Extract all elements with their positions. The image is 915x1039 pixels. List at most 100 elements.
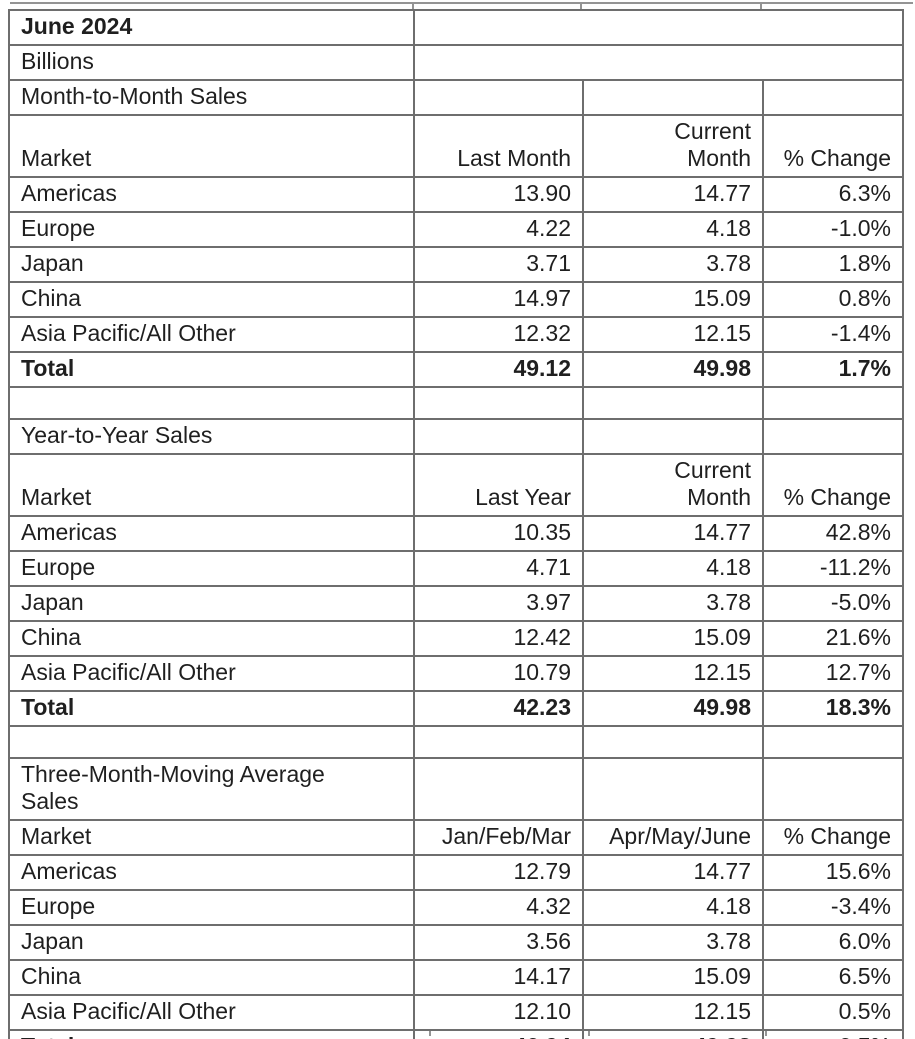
pct-change-cell: 15.6% [762, 854, 904, 891]
total-value-cell: 49.98 [582, 1029, 764, 1039]
value-cell: 4.22 [413, 211, 584, 248]
value-cell: 4.18 [582, 889, 764, 926]
table-row: China 14.17 15.09 6.5% [8, 959, 904, 996]
pct-change-cell: -3.4% [762, 889, 904, 926]
cropped-column-gridline [412, 3, 414, 10]
value-cell: 3.78 [582, 924, 764, 961]
column-header-row: Market Last Month Current Month % Change [8, 114, 904, 178]
total-row: Total 49.12 49.98 1.7% [8, 351, 904, 388]
empty-cell [582, 79, 764, 116]
value-cell: 12.10 [413, 994, 584, 1031]
empty-cell [8, 725, 415, 759]
value-cell: 10.79 [413, 655, 584, 692]
column-header-last-month: Last Month [413, 114, 584, 178]
value-cell: 12.42 [413, 620, 584, 657]
table-row: Japan 3.56 3.78 6.0% [8, 924, 904, 961]
section-title-row: Year-to-Year Sales [8, 418, 904, 455]
value-cell: 4.71 [413, 550, 584, 587]
value-cell: 3.78 [582, 246, 764, 283]
column-header-row: Market Last Year Current Month % Change [8, 453, 904, 517]
section-title-cell: Month-to-Month Sales [8, 79, 415, 116]
value-cell: 10.35 [413, 515, 584, 552]
empty-cell [582, 418, 764, 455]
market-cell: Americas [8, 515, 415, 552]
market-cell: Europe [8, 211, 415, 248]
empty-cell [762, 418, 904, 455]
market-cell: Europe [8, 550, 415, 587]
pct-change-cell: 42.8% [762, 515, 904, 552]
column-header-pct-change: % Change [762, 114, 904, 178]
pct-change-cell: 0.8% [762, 281, 904, 318]
value-cell: 3.97 [413, 585, 584, 622]
market-cell: Japan [8, 924, 415, 961]
table-row: Americas 12.79 14.77 15.6% [8, 854, 904, 891]
cropped-column-gridline [760, 3, 762, 10]
empty-cell [582, 725, 764, 759]
total-pct-change-cell: 1.7% [762, 351, 904, 388]
value-cell: 15.09 [582, 620, 764, 657]
cropped-column-gridline [580, 3, 582, 10]
empty-cell [413, 725, 584, 759]
market-cell: Americas [8, 176, 415, 213]
pct-change-cell: 12.7% [762, 655, 904, 692]
value-cell: 15.09 [582, 959, 764, 996]
report-month-cell: June 2024 [8, 9, 415, 46]
pct-change-cell: -5.0% [762, 585, 904, 622]
empty-cell [413, 44, 904, 81]
table-row: Europe 4.71 4.18 -11.2% [8, 550, 904, 587]
market-cell: Japan [8, 585, 415, 622]
empty-cell [762, 386, 904, 420]
column-header-current-month: Current Month [582, 453, 764, 517]
pct-change-cell: -11.2% [762, 550, 904, 587]
column-header-pct-change: % Change [762, 453, 904, 517]
section-title-row: Three-Month-Moving Average Sales [8, 757, 904, 821]
empty-cell [762, 79, 904, 116]
column-header-jan-feb-mar: Jan/Feb/Mar [413, 819, 584, 856]
total-pct-change-cell: 6.5% [762, 1029, 904, 1039]
empty-cell [413, 418, 584, 455]
pct-change-cell: -1.0% [762, 211, 904, 248]
column-header-last-year: Last Year [413, 453, 584, 517]
total-row: Total 46.94 49.98 6.5% [8, 1029, 904, 1039]
value-cell: 3.56 [413, 924, 584, 961]
value-cell: 12.15 [582, 655, 764, 692]
value-cell: 12.15 [582, 994, 764, 1031]
total-label-cell: Total [8, 1029, 415, 1039]
pct-change-cell: 1.8% [762, 246, 904, 283]
column-header-pct-change: % Change [762, 819, 904, 856]
total-pct-change-cell: 18.3% [762, 690, 904, 727]
value-cell: 14.17 [413, 959, 584, 996]
total-label-cell: Total [8, 690, 415, 727]
market-cell: Asia Pacific/All Other [8, 994, 415, 1031]
value-cell: 4.32 [413, 889, 584, 926]
value-cell: 14.77 [582, 176, 764, 213]
table-row: Asia Pacific/All Other 12.10 12.15 0.5% [8, 994, 904, 1031]
market-cell: Japan [8, 246, 415, 283]
column-header-market: Market [8, 453, 415, 517]
value-cell: 13.90 [413, 176, 584, 213]
spacer-row [8, 725, 904, 759]
empty-cell [413, 9, 904, 46]
total-value-cell: 42.23 [413, 690, 584, 727]
pct-change-cell: 0.5% [762, 994, 904, 1031]
total-row: Total 42.23 49.98 18.3% [8, 690, 904, 727]
table-row: Americas 10.35 14.77 42.8% [8, 515, 904, 552]
value-cell: 4.18 [582, 550, 764, 587]
table-row: Americas 13.90 14.77 6.3% [8, 176, 904, 213]
table-row: Japan 3.71 3.78 1.8% [8, 246, 904, 283]
total-value-cell: 49.98 [582, 690, 764, 727]
value-cell: 14.97 [413, 281, 584, 318]
market-cell: Americas [8, 854, 415, 891]
total-label-cell: Total [8, 351, 415, 388]
value-cell: 14.77 [582, 515, 764, 552]
market-cell: Asia Pacific/All Other [8, 316, 415, 353]
table-row: China 12.42 15.09 21.6% [8, 620, 904, 657]
empty-cell [413, 79, 584, 116]
pct-change-cell: 21.6% [762, 620, 904, 657]
pct-change-cell: 6.5% [762, 959, 904, 996]
empty-cell [582, 757, 764, 821]
market-cell: China [8, 281, 415, 318]
value-cell: 3.78 [582, 585, 764, 622]
value-cell: 15.09 [582, 281, 764, 318]
